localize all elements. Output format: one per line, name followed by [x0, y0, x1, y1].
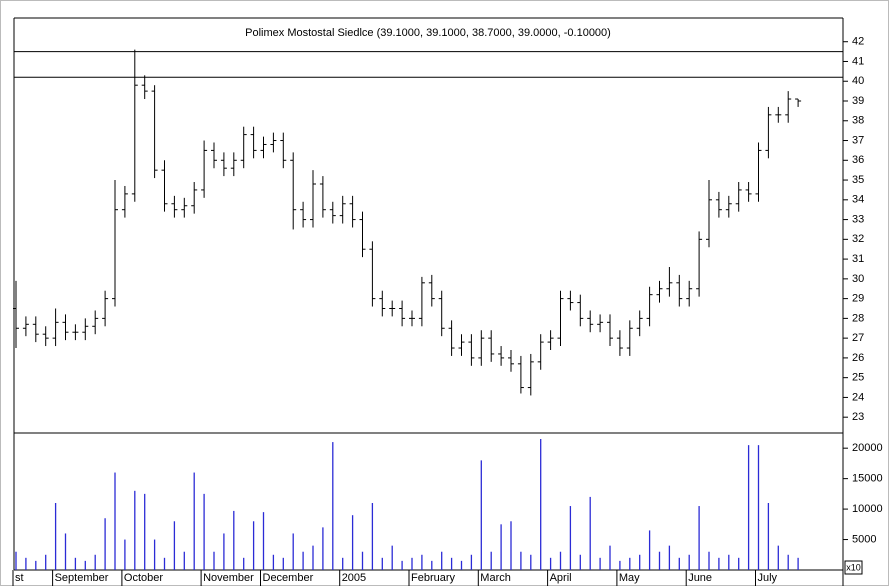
x-tick-label: October — [124, 572, 163, 584]
volume-tick-label: 15000 — [852, 473, 883, 485]
y-tick-label: 35 — [852, 174, 864, 186]
y-tick-label: 27 — [852, 332, 864, 344]
volume-unit: x10 — [846, 562, 861, 572]
x-tick-label: March — [480, 572, 511, 584]
y-tick-label: 33 — [852, 213, 864, 225]
volume-tick-label: 5000 — [852, 533, 876, 545]
y-tick-label: 40 — [852, 75, 864, 87]
y-tick-label: 31 — [852, 253, 864, 265]
x-tick-label: May — [619, 572, 640, 584]
chart-title: Polimex Mostostal Siedlce (39.1000, 39.1… — [245, 27, 611, 39]
x-tick-label: June — [688, 572, 712, 584]
y-tick-label: 34 — [852, 194, 864, 206]
y-tick-label: 29 — [852, 293, 864, 305]
x-tick-label: April — [550, 572, 572, 584]
y-tick-label: 41 — [852, 55, 864, 67]
y-tick-label: 28 — [852, 312, 864, 324]
x-tick-label: July — [758, 572, 778, 584]
y-tick-label: 30 — [852, 273, 864, 285]
x-tick-label: September — [55, 572, 109, 584]
x-tick-label: February — [411, 572, 456, 584]
y-tick-label: 38 — [852, 115, 864, 127]
x-tick-label: 2005 — [342, 572, 366, 584]
y-tick-label: 26 — [852, 352, 864, 364]
volume-tick-label: 10000 — [852, 503, 883, 515]
x-tick-label: December — [263, 572, 314, 584]
y-tick-label: 25 — [852, 372, 864, 384]
x-tick-label: November — [203, 572, 254, 584]
x-tick-label: st — [15, 572, 24, 584]
unit-box — [844, 560, 863, 575]
volume-tick-label: 20000 — [852, 442, 883, 454]
y-tick-label: 37 — [852, 134, 864, 146]
y-tick-label: 36 — [852, 154, 864, 166]
y-tick-label: 24 — [852, 391, 864, 403]
y-tick-label: 32 — [852, 233, 864, 245]
y-tick-label: 23 — [852, 411, 864, 423]
y-tick-label: 39 — [852, 95, 864, 107]
y-tick-label: 42 — [852, 36, 864, 48]
